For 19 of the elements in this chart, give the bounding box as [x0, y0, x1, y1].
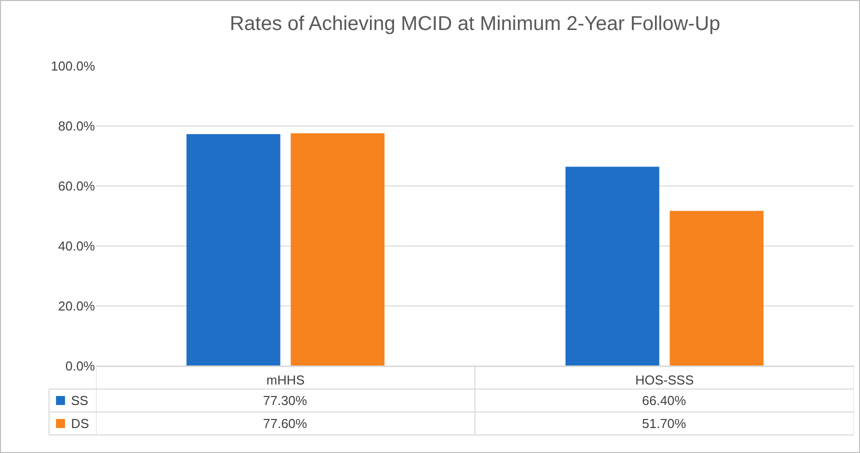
y-tick-label: 100.0% [50, 58, 96, 74]
y-tick-label: 20.0% [58, 298, 96, 314]
y-tick-label: 60.0% [58, 178, 96, 194]
y-tick-label: 40.0% [58, 238, 96, 254]
data-label: 66.40% [642, 393, 687, 408]
data-label: 77.30% [263, 393, 308, 408]
legend-label: SS [71, 393, 89, 408]
x-tick-label: HOS-SSS [635, 372, 694, 388]
data-label: 51.70% [642, 416, 687, 431]
bar [565, 166, 660, 366]
data-label: 77.60% [263, 416, 308, 431]
bar [670, 210, 764, 366]
bar [290, 133, 385, 366]
legend-label: DS [71, 416, 90, 431]
y-tick-label: 80.0% [58, 118, 96, 134]
y-tick-label: 0.0% [65, 358, 96, 374]
x-tick-label: mHHS [266, 372, 305, 388]
bar [186, 134, 280, 366]
chart-title: Rates of Achieving MCID at Minimum 2-Year Follow-Up [230, 13, 720, 35]
